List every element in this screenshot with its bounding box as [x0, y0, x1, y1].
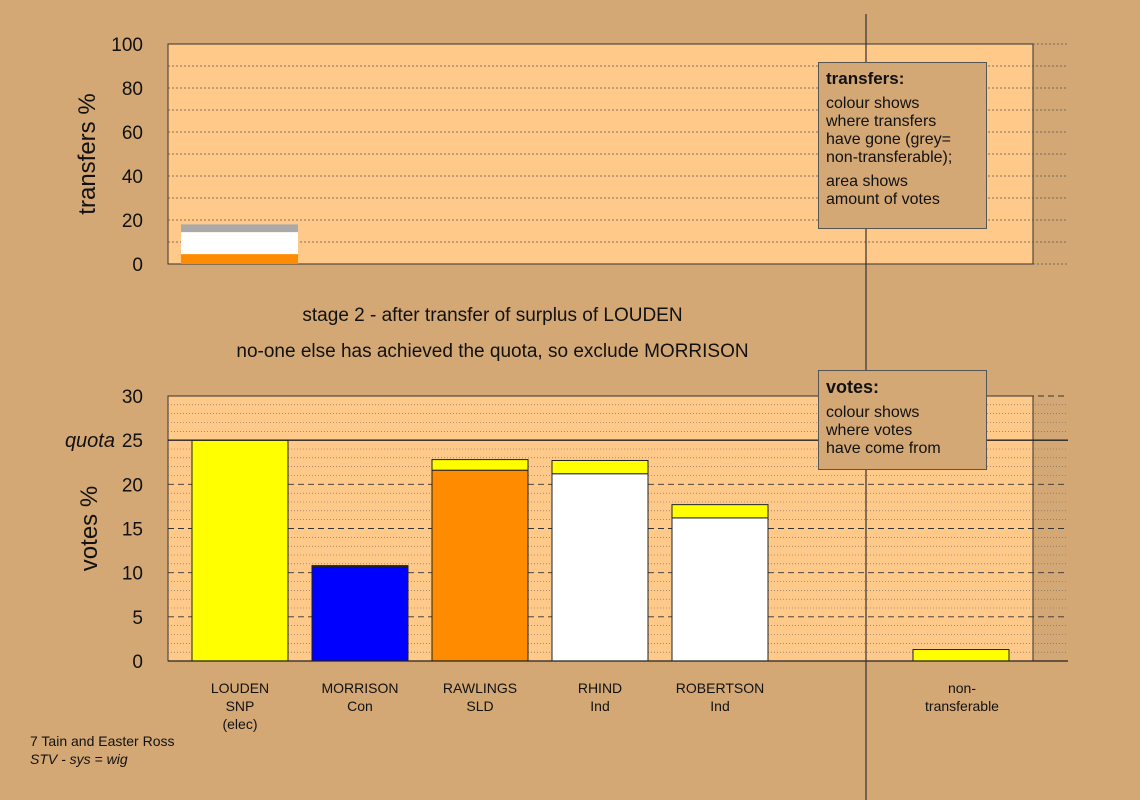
- vote-bar-segment: [431, 469, 529, 662]
- transfer-segment: [181, 238, 298, 255]
- legend-transfers-line: area shows: [826, 173, 908, 190]
- candidate-name-label: ROBERTSON: [676, 680, 764, 696]
- legend-votes-line: colour shows: [826, 404, 920, 421]
- nontransferable-label: transferable: [925, 698, 999, 714]
- vote-bar-segment: [551, 459, 649, 475]
- candidate-name-label: RAWLINGS: [443, 680, 517, 696]
- votes-y-tick-label: 20: [122, 475, 143, 496]
- legend-transfers-line: non-transferable);: [826, 149, 953, 166]
- votes-y-tick-label: 5: [132, 608, 143, 629]
- quota-label: quota: [65, 430, 115, 452]
- legend-votes-title: votes:: [826, 377, 880, 397]
- transfers-y-tick-label: 0: [132, 255, 143, 276]
- transfers-y-tick-label: 20: [122, 211, 143, 232]
- vote-bar-segment: [311, 565, 409, 662]
- vote-bar-segment: [311, 565, 409, 567]
- transfer-segment: [181, 232, 298, 239]
- vote-bar-segment: [431, 459, 529, 471]
- exclusion-caption: no-one else has achieved the quota, so e…: [236, 341, 749, 362]
- candidate-name-label: LOUDEN: [211, 680, 269, 696]
- legend-transfers-title: transfers:: [826, 69, 905, 88]
- nontransferable-label: non-: [948, 680, 976, 696]
- votes-y-axis-label: votes %: [76, 486, 103, 571]
- legend-transfers-line: colour shows: [826, 95, 920, 112]
- transfers-y-tick-label: 40: [122, 167, 143, 188]
- constituency-label: 7 Tain and Easter Ross: [30, 733, 175, 749]
- transfers-y-tick-label: 100: [111, 35, 143, 56]
- candidate-name-label: MORRISON: [322, 680, 399, 696]
- legend-votes: votes: colour shows where votes have com…: [818, 370, 987, 470]
- vote-bar-segment: [191, 439, 289, 662]
- vote-bar-segment: [671, 517, 769, 662]
- votes-y-tick-label: 25: [122, 431, 143, 452]
- nontransferable-bar-segment: [912, 649, 1010, 662]
- votes-y-tick-label: 0: [132, 652, 143, 673]
- system-label: STV - sys = wig: [30, 751, 128, 767]
- transfers-y-axis-label: transfers %: [74, 93, 101, 214]
- candidate-party-label: SLD: [466, 698, 493, 714]
- legend-transfers: transfers: colour shows where transfers …: [818, 62, 987, 229]
- legend-transfers-line: amount of votes: [826, 191, 940, 208]
- candidate-party-label: Ind: [710, 698, 729, 714]
- transfers-y-tick-label: 60: [122, 123, 143, 144]
- candidate-party-label: SNP: [226, 698, 255, 714]
- legend-transfers-line: where transfers: [826, 113, 937, 130]
- legend-votes-line: where votes: [826, 422, 913, 439]
- votes-y-tick-label: 30: [122, 387, 143, 408]
- votes-y-tick-label: 15: [122, 520, 143, 541]
- candidate-note-label: (elec): [222, 716, 257, 732]
- transfers-y-tick-label: 80: [122, 79, 143, 100]
- votes-y-tick-label: 10: [122, 564, 143, 585]
- legend-votes-line: have come from: [826, 440, 941, 457]
- stage-caption: stage 2 - after transfer of surplus of L…: [302, 305, 683, 326]
- candidate-name-label: RHIND: [578, 680, 622, 696]
- candidate-party-label: Con: [347, 698, 373, 714]
- vote-bar-segment: [551, 473, 649, 662]
- vote-bar-segment: [671, 504, 769, 519]
- transfer-segment: [181, 254, 298, 264]
- transfer-segment: [181, 224, 298, 233]
- legend-transfers-line: have gone (grey=: [826, 131, 951, 148]
- candidate-party-label: Ind: [590, 698, 609, 714]
